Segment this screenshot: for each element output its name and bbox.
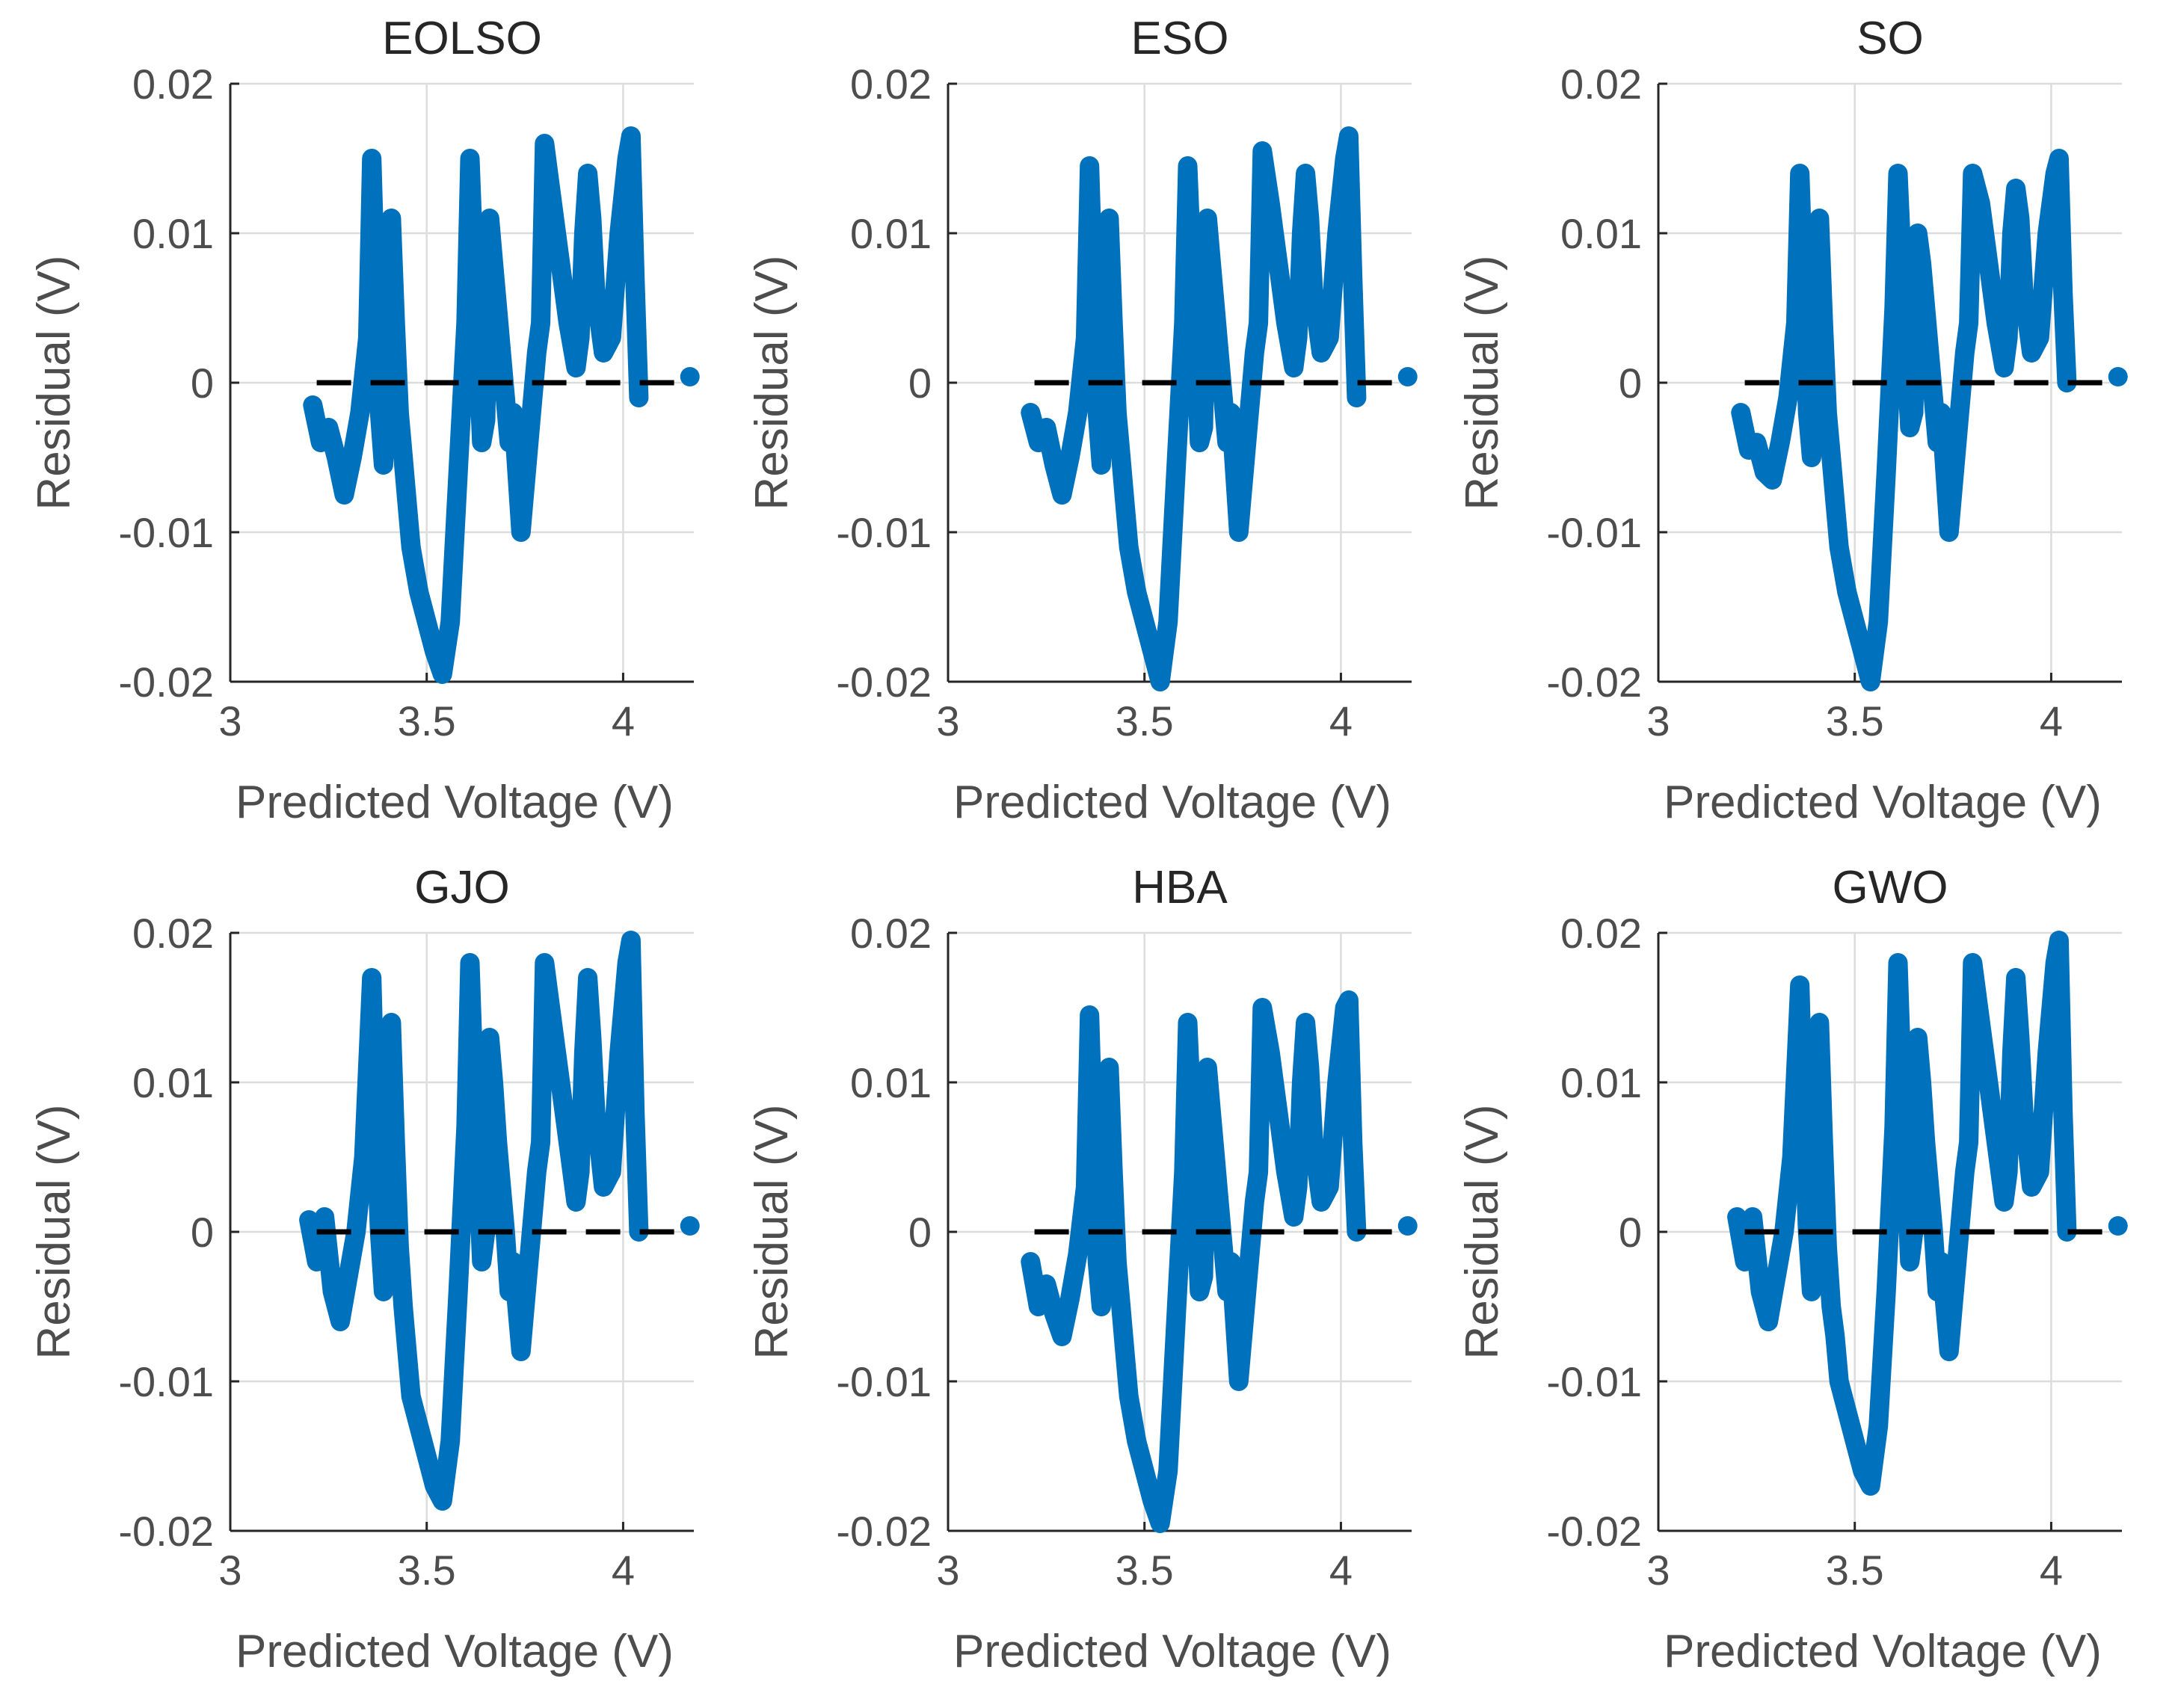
y-tick-label: 0 xyxy=(1619,360,1642,407)
x-tick-label: 4 xyxy=(612,1547,635,1594)
y-tick-label: 0.02 xyxy=(132,61,214,108)
x-axis-label: Predicted Voltage (V) xyxy=(953,777,1391,828)
y-tick-label: 0.02 xyxy=(1560,910,1642,957)
panel-title: GJO xyxy=(414,862,509,913)
endpoint-marker xyxy=(1397,367,1418,386)
x-tick-label: 3.5 xyxy=(1826,697,1884,744)
y-tick-label: 0.01 xyxy=(850,1059,932,1106)
y-tick-label: 0.01 xyxy=(850,210,932,257)
residual-series xyxy=(1731,149,2077,691)
x-tick-label: 4 xyxy=(2040,697,2063,744)
x-axis-label: Predicted Voltage (V) xyxy=(953,1626,1391,1677)
x-axis-label: Predicted Voltage (V) xyxy=(1664,777,2102,828)
y-axis-label: Residual (V) xyxy=(746,255,798,510)
panel-title: SO xyxy=(1856,13,1924,64)
panel-title: ESO xyxy=(1131,13,1229,64)
y-tick-label: -0.01 xyxy=(1546,1358,1642,1405)
x-tick-label: 3.5 xyxy=(1826,1547,1884,1594)
residual-series xyxy=(1727,931,2077,1496)
x-axis-label: Predicted Voltage (V) xyxy=(236,1626,674,1677)
x-tick-label: 4 xyxy=(1329,1547,1353,1594)
x-tick-label: 3 xyxy=(1646,1547,1670,1594)
endpoint-marker xyxy=(2108,1216,2128,1236)
y-tick-label: -0.01 xyxy=(836,1358,932,1405)
panel-title: GWO xyxy=(1833,862,1948,913)
y-axis-label: Residual (V) xyxy=(28,1104,80,1359)
x-tick-label: 3 xyxy=(1646,697,1670,744)
x-tick-label: 3.5 xyxy=(1116,1547,1174,1594)
y-axis-label: Residual (V) xyxy=(1456,255,1508,510)
y-tick-label: -0.01 xyxy=(1546,509,1642,556)
residual-series xyxy=(303,126,649,684)
x-tick-label: 3 xyxy=(936,697,959,744)
x-tick-label: 4 xyxy=(2040,1547,2063,1594)
y-axis-label: Residual (V) xyxy=(1456,1104,1508,1359)
y-tick-label: 0.02 xyxy=(1560,61,1642,108)
panel-so: 3 3.5 4 0.02 0.01 0 -0.01 -0.02 SO Predicted Volt… xyxy=(1456,13,2128,828)
panel-title: HBA xyxy=(1132,862,1228,913)
y-axis-label: Residual (V) xyxy=(28,255,80,510)
y-tick-label: 0 xyxy=(908,360,932,407)
panel-eolso: 3 3.5 4 0.02 0.01 0 -0.01 -0.02 EOLSO Predicted V… xyxy=(28,13,700,828)
panel-title: EOLSO xyxy=(382,13,542,64)
x-tick-label: 3.5 xyxy=(398,1547,456,1594)
y-axis-label: Residual (V) xyxy=(746,1104,798,1359)
endpoint-marker xyxy=(680,367,700,386)
y-tick-label: -0.02 xyxy=(836,1508,932,1555)
x-tick-label: 4 xyxy=(1329,697,1353,744)
panel-gjo: 3 3.5 4 0.02 0.01 0 -0.01 -0.02 GJO Predicted Vol… xyxy=(28,862,700,1677)
y-tick-label: -0.01 xyxy=(118,1358,214,1405)
x-tick-label: 3.5 xyxy=(398,697,456,744)
y-tick-label: 0 xyxy=(908,1209,932,1256)
y-tick-label: 0 xyxy=(191,360,214,407)
y-tick-label: 0.02 xyxy=(850,910,932,957)
x-axis-label: Predicted Voltage (V) xyxy=(236,777,674,828)
y-tick-label: -0.02 xyxy=(1546,659,1642,706)
endpoint-marker xyxy=(2108,367,2128,386)
y-tick-label: 0 xyxy=(1619,1209,1642,1256)
y-tick-label: 0.01 xyxy=(132,1059,214,1106)
x-tick-label: 3 xyxy=(218,1547,242,1594)
y-tick-label: 0 xyxy=(191,1209,214,1256)
y-tick-label: -0.02 xyxy=(118,659,214,706)
y-tick-label: 0.01 xyxy=(132,210,214,257)
x-tick-label: 4 xyxy=(612,697,635,744)
residual-series xyxy=(1021,126,1367,691)
y-tick-label: -0.02 xyxy=(1546,1508,1642,1555)
endpoint-marker xyxy=(1397,1216,1418,1236)
y-tick-label: 0.01 xyxy=(1560,210,1642,257)
panel-gwo: 3 3.5 4 0.02 0.01 0 -0.01 -0.02 GWO Predicted Vol… xyxy=(1456,862,2128,1677)
panel-eso: 3 3.5 4 0.02 0.01 0 -0.01 -0.02 ESO Predicted Vol… xyxy=(746,13,1418,828)
y-tick-label: -0.02 xyxy=(836,659,932,706)
y-tick-label: -0.01 xyxy=(118,509,214,556)
x-axis-label: Predicted Voltage (V) xyxy=(1664,1626,2102,1677)
panel-hba: 3 3.5 4 0.02 0.01 0 -0.01 -0.02 HBA Predicted Vol… xyxy=(746,862,1418,1677)
y-tick-label: -0.02 xyxy=(118,1508,214,1555)
residual-series xyxy=(299,931,649,1511)
y-tick-label: -0.01 xyxy=(836,509,932,556)
x-tick-label: 3 xyxy=(936,1547,959,1594)
y-tick-label: 0.02 xyxy=(132,910,214,957)
x-tick-label: 3 xyxy=(218,697,242,744)
residual-series xyxy=(1021,990,1367,1533)
endpoint-marker xyxy=(680,1216,700,1236)
x-tick-label: 3.5 xyxy=(1116,697,1174,744)
y-tick-label: 0.02 xyxy=(850,61,932,108)
y-tick-label: 0.01 xyxy=(1560,1059,1642,1106)
